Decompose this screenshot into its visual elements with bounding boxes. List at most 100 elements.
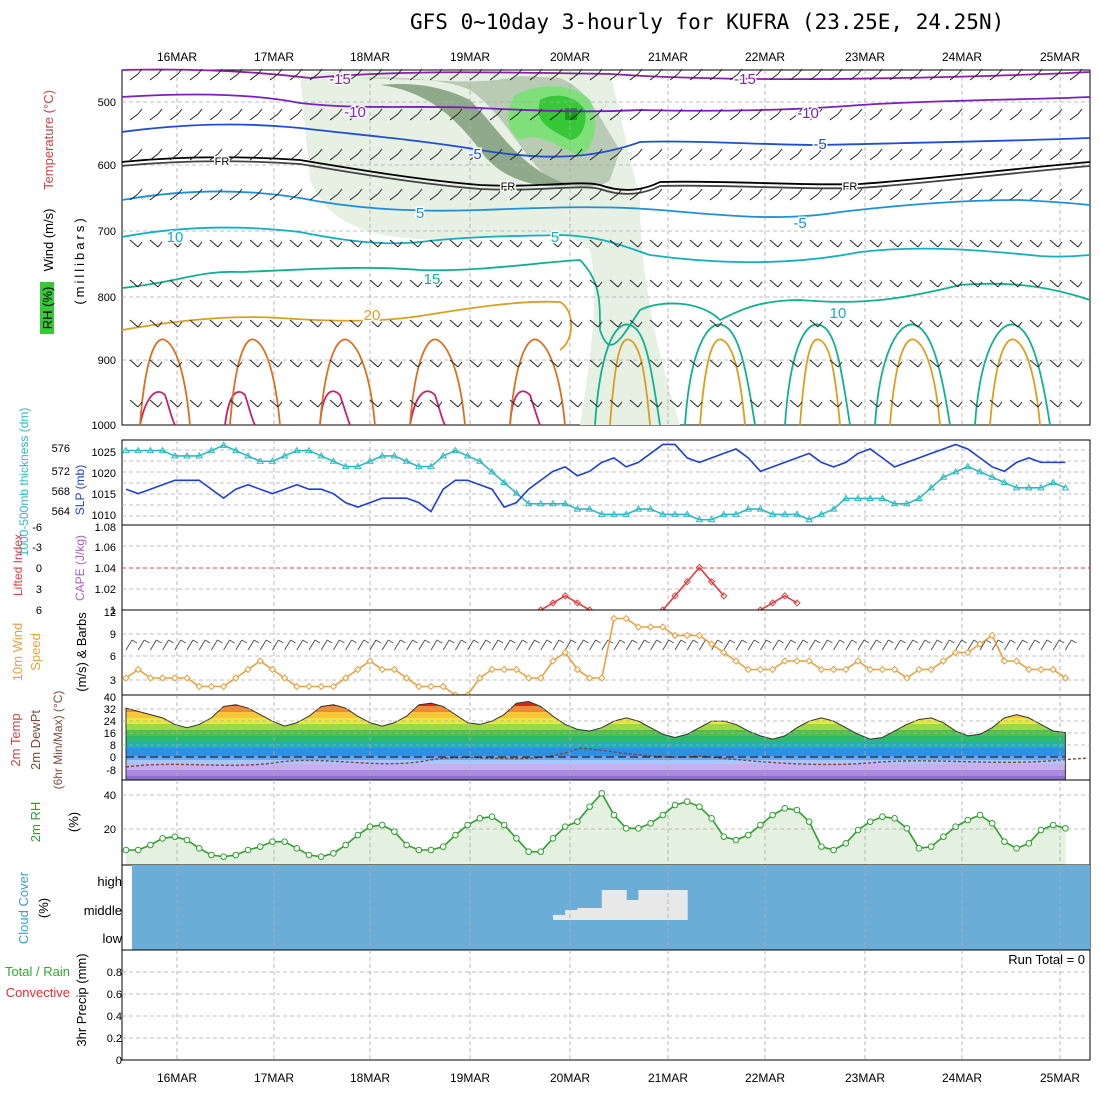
wind-barb-flag [977,68,983,75]
wind-barb [529,399,539,408]
lifted-index-point [549,599,557,607]
wind-barb [569,359,579,368]
thickness-point [475,457,484,464]
wind-speed-point [927,665,935,674]
wind-barb-flag [1057,241,1063,248]
wind-barb [549,193,559,201]
wind-barb [489,73,499,81]
wind-barb [409,73,419,81]
rh-point [1062,825,1069,832]
wind-barb-flag [517,108,523,115]
wind-barb [449,359,459,368]
temp-band [126,736,1066,742]
thickness-point [329,457,338,464]
wind-barb-flag [917,241,923,248]
wind-barb-flag [997,241,1003,248]
wind-barb [849,193,859,201]
surface-wind-barb [369,639,377,651]
wind-barb-flag [377,148,383,155]
wind-barb [129,399,139,408]
wind-speed-point [427,682,435,691]
wind-barb-flag [1037,188,1043,195]
wind-barb [569,279,579,288]
wind-barb-flag [177,321,183,328]
wind-barb [909,279,919,288]
lifted-index-point [671,592,679,600]
surface-wind-barb-flag [595,639,601,644]
wind-barb-flag [937,321,943,328]
wind-barb [809,399,819,408]
wind-barb-flag [197,68,203,75]
wind-barb-flag [977,281,983,288]
wind-barb-flag [997,148,1003,155]
rh-point [903,825,911,832]
wind-barb-flag [617,361,623,368]
wind-barb [889,153,899,161]
surface-wind-barb-flag [168,639,174,644]
wind-barb [569,319,579,328]
thickness-point [183,451,191,459]
isotherm-line [121,156,1091,191]
wind-barb [889,359,899,368]
surface-wind-barb-flag [143,639,150,644]
wind-barb [449,399,459,408]
thickness-point [793,510,801,517]
wind-barb-flag [517,361,523,368]
wind-barb [709,239,719,248]
li-tick: 3 [36,584,42,596]
isotherm-line [139,391,176,426]
wind-speed-point [1049,665,1057,674]
temp-ylabel-b: 2m DewPt [28,710,43,770]
date-label-bottom: 18MAR [350,1071,390,1085]
wind-barb [769,73,779,81]
wind-barb [429,399,439,408]
surface-wind-barb-flag [241,639,248,644]
contour-label: 10 [167,229,184,246]
wind-barb [1049,359,1059,368]
cloud-bar [638,890,652,920]
wind-barb [469,359,479,368]
rh-point [354,831,362,839]
wind-barb-flag [257,188,263,195]
wind-barb [769,239,779,248]
cloud-bar [601,890,615,920]
wind-barb [669,73,679,81]
wind-speed-point [732,657,740,665]
surface-wind-barb [967,639,975,651]
warm-dome-contour [889,338,941,426]
wind-barb [389,73,399,81]
wind-barb [369,319,379,328]
wind-speed-point [781,657,789,665]
wind-speed-point [232,674,240,682]
date-label-bottom: 20MAR [550,1071,590,1085]
rh-point [683,798,691,805]
wind-barb [249,73,259,81]
wind-barb [929,239,939,248]
wind-barb [1049,153,1059,161]
wind-barb [929,153,939,161]
wind-barb [189,113,199,121]
surface-wind-barb [1052,639,1060,651]
wind-barb-flag [177,188,183,195]
wind-barb-flag [757,108,763,115]
wind-barb [209,73,219,81]
wind-barb-flag [337,188,343,195]
li-tick: -6 [32,522,42,534]
wind-barb [149,319,159,328]
wind-speed-point [1025,665,1033,674]
surface-wind-barb [223,639,231,651]
wind-barb [989,359,999,368]
rh-point [208,851,215,859]
wind-barb-flag [1037,68,1043,75]
wind-barb-flag [237,401,243,408]
surface-wind-barb [564,639,572,651]
surface-wind-barb [162,639,170,651]
wind-barb-flag [817,401,823,408]
surface-wind-barb-flag [1058,639,1065,644]
surface-wind-barb-flag [314,639,321,644]
wind-barb [189,399,199,408]
warm-dome-contour [319,338,376,426]
thickness-point [122,446,130,454]
rh-point [671,801,679,809]
